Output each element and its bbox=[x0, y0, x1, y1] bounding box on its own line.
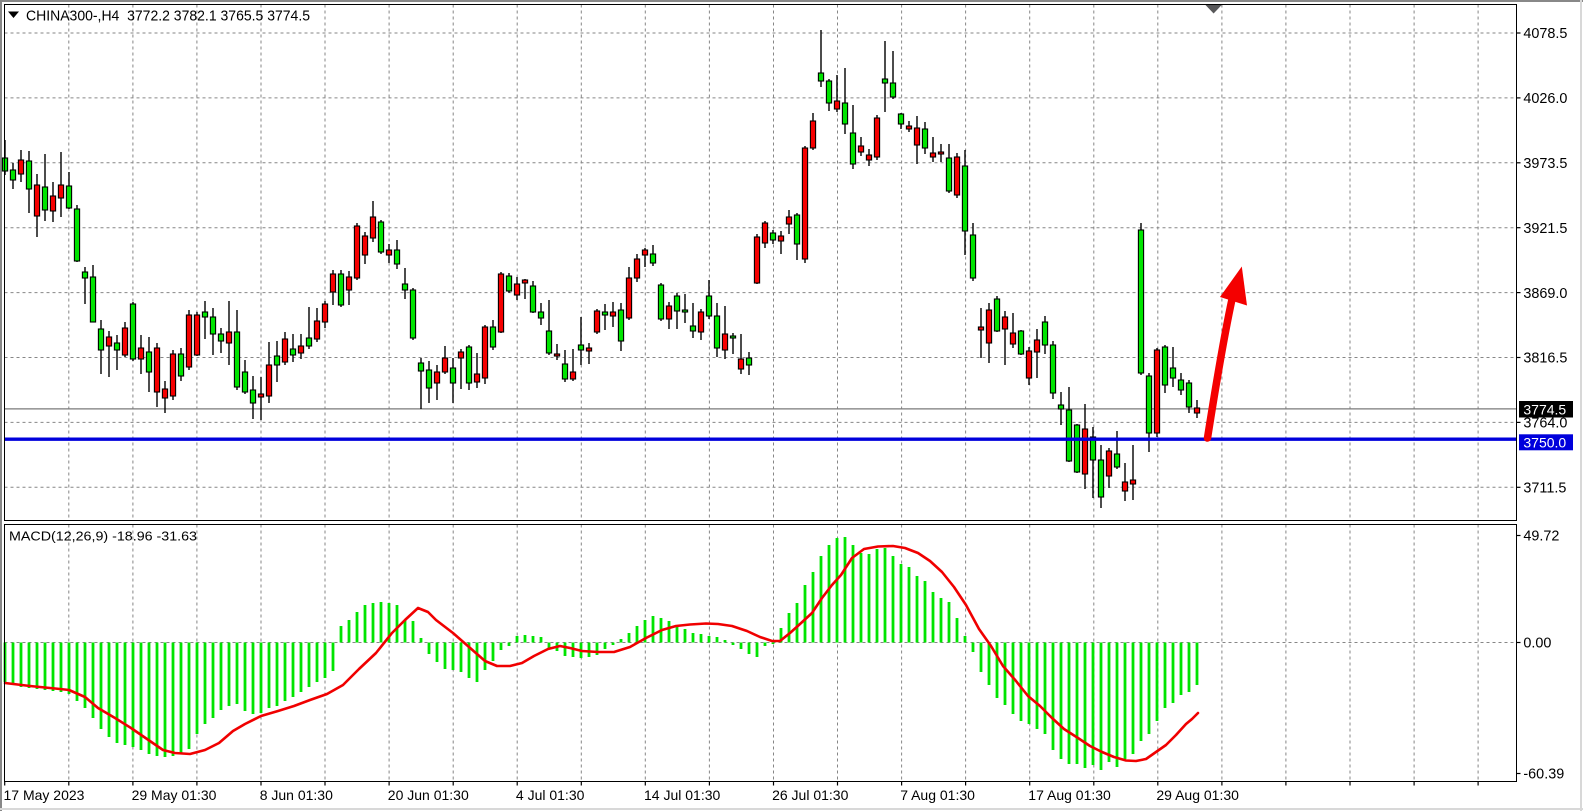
svg-text:4078.5: 4078.5 bbox=[1523, 26, 1567, 42]
svg-text:3774.5: 3774.5 bbox=[1523, 401, 1566, 417]
svg-text:14 Jul 01:30: 14 Jul 01:30 bbox=[644, 787, 720, 803]
svg-text:3816.5: 3816.5 bbox=[1523, 351, 1567, 367]
svg-text:3711.5: 3711.5 bbox=[1523, 481, 1566, 497]
svg-text:26 Jul 01:30: 26 Jul 01:30 bbox=[772, 787, 848, 803]
svg-text:49.72: 49.72 bbox=[1523, 529, 1559, 545]
svg-text:17 Aug 01:30: 17 Aug 01:30 bbox=[1028, 787, 1111, 803]
svg-text:3869.0: 3869.0 bbox=[1523, 286, 1567, 302]
svg-text:3764.0: 3764.0 bbox=[1523, 416, 1567, 432]
svg-text:3921.5: 3921.5 bbox=[1523, 221, 1567, 237]
svg-text:29 Aug 01:30: 29 Aug 01:30 bbox=[1156, 787, 1239, 803]
svg-text:3973.5: 3973.5 bbox=[1523, 156, 1567, 172]
svg-text:4 Jul 01:30: 4 Jul 01:30 bbox=[516, 787, 585, 803]
svg-text:-60.39: -60.39 bbox=[1523, 767, 1564, 783]
svg-text:MACD(12,26,9) -18.96 -31.63: MACD(12,26,9) -18.96 -31.63 bbox=[9, 530, 197, 544]
svg-text:0.00: 0.00 bbox=[1523, 636, 1551, 652]
svg-text:7 Aug 01:30: 7 Aug 01:30 bbox=[900, 787, 975, 803]
svg-text:4026.0: 4026.0 bbox=[1523, 91, 1567, 107]
svg-text:29 May 01:30: 29 May 01:30 bbox=[132, 787, 217, 803]
svg-text:17 May 2023: 17 May 2023 bbox=[4, 787, 85, 803]
svg-text:3750.0: 3750.0 bbox=[1523, 434, 1566, 450]
svg-text:8 Jun 01:30: 8 Jun 01:30 bbox=[260, 787, 333, 803]
svg-text:20 Jun 01:30: 20 Jun 01:30 bbox=[388, 787, 469, 803]
svg-text:CHINA300-,H4 3772.2 3782.1 37: CHINA300-,H4 3772.2 3782.1 3765.5 3774.5 bbox=[26, 8, 310, 25]
